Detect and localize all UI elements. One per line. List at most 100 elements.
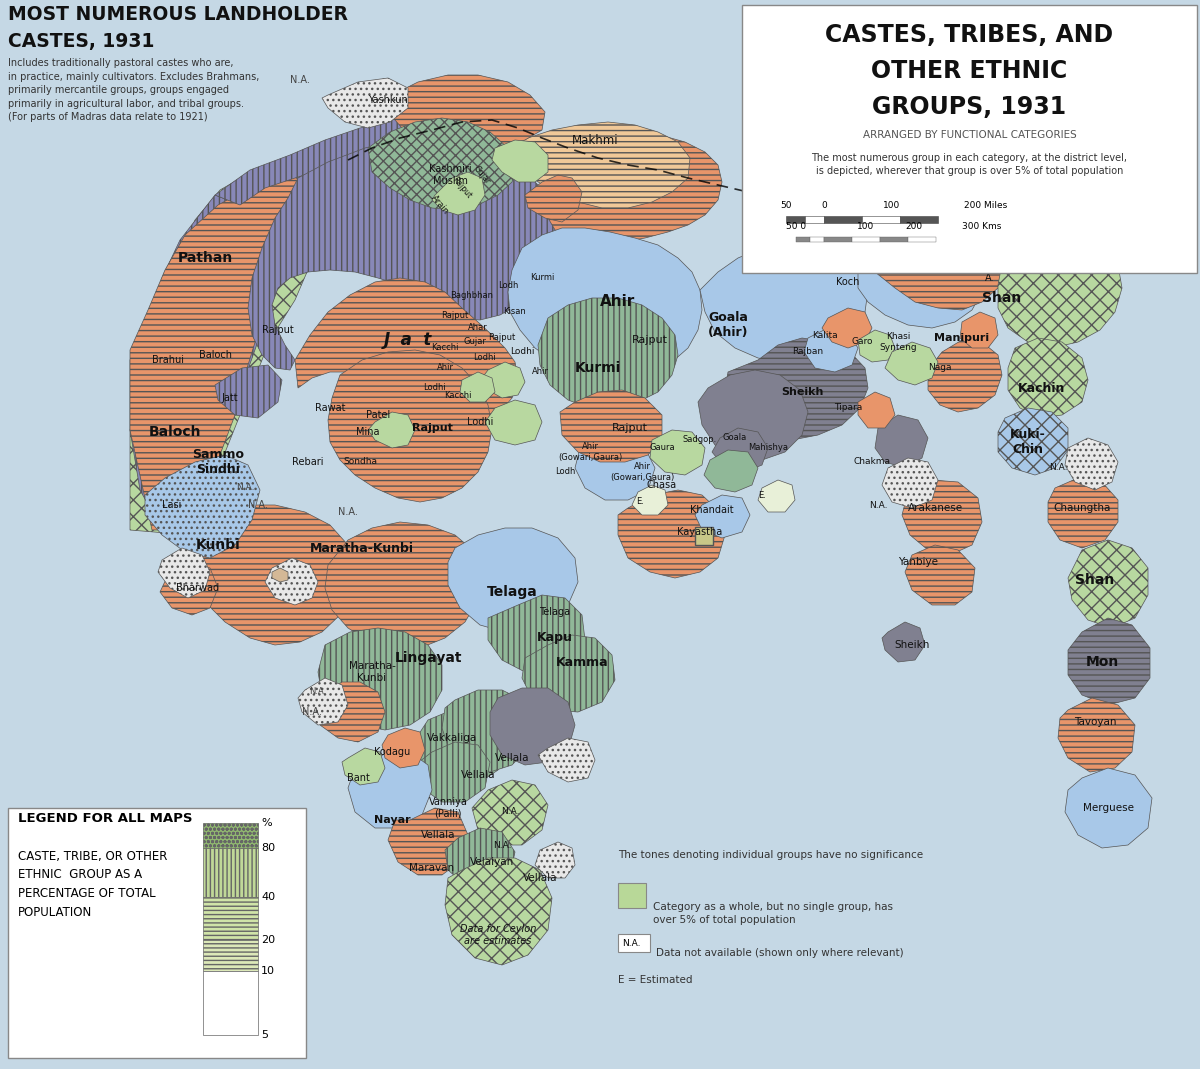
Text: 50 0: 50 0 [786,222,806,231]
Text: Rajput: Rajput [612,423,648,433]
Text: Kapu: Kapu [538,632,572,645]
Text: Tipara: Tipara [834,403,862,413]
Text: Lasi: Lasi [162,500,181,510]
Polygon shape [368,118,518,210]
Polygon shape [485,400,542,445]
Bar [862,216,900,223]
Bar [796,237,810,242]
Text: Ahir: Ahir [600,294,636,310]
Text: Kashmiri
Muslim: Kashmiri Muslim [428,165,472,186]
Polygon shape [265,558,318,605]
Text: Mahishya: Mahishya [748,444,788,452]
Polygon shape [998,408,1068,475]
Text: 100: 100 [883,201,901,210]
Text: Includes traditionally pastoral castes who are,
in practice, mainly cultivators.: Includes traditionally pastoral castes w… [8,58,259,122]
Polygon shape [248,131,562,370]
Polygon shape [858,392,895,428]
Text: CASTES, TRIBES, AND: CASTES, TRIBES, AND [826,24,1114,47]
Text: Kacchi: Kacchi [431,343,458,353]
Polygon shape [490,688,575,765]
Polygon shape [314,682,385,742]
Text: Rebari: Rebari [293,458,324,467]
Text: 5: 5 [262,1031,268,1040]
Polygon shape [758,480,796,512]
Text: E.: E. [758,491,766,499]
Polygon shape [508,122,690,208]
Bar [900,216,938,223]
Text: Kisan: Kisan [504,308,527,316]
Polygon shape [445,828,515,888]
Text: The tones denoting individual groups have no significance: The tones denoting individual groups hav… [618,850,923,859]
Text: ARRANGED BY FUNCTIONAL CATEGORIES: ARRANGED BY FUNCTIONAL CATEGORIES [863,130,1076,140]
Text: Vellala: Vellala [494,753,529,763]
Polygon shape [160,562,218,615]
Text: N.A.: N.A. [248,500,268,510]
Text: Chaungtha: Chaungtha [1054,503,1111,513]
Polygon shape [575,438,655,500]
Polygon shape [712,428,768,472]
Text: Yanbiye: Yanbiye [898,557,938,567]
Text: Baghbhan: Baghbhan [450,291,493,299]
Polygon shape [432,172,485,215]
Text: J  a  t: J a t [384,331,432,348]
Text: Brahui: Brahui [152,355,184,365]
Bar [8,808,306,1058]
Polygon shape [822,308,872,348]
Text: N.A.: N.A. [290,75,310,86]
Bar [203,972,258,1035]
Text: 10: 10 [262,966,275,976]
Polygon shape [445,858,552,965]
Polygon shape [538,298,678,408]
Text: Ahom: Ahom [874,247,910,257]
Polygon shape [868,220,1006,310]
Text: Manipuri: Manipuri [935,334,990,343]
Bar [203,897,258,940]
Bar [805,216,824,223]
Text: The most numerous group in each category, at the district level,
is depicted, wh: The most numerous group in each category… [811,153,1128,176]
Text: Goala
(Ahir): Goala (Ahir) [708,311,749,339]
Text: Lodh: Lodh [554,467,575,477]
Polygon shape [295,278,518,430]
Text: N.A.: N.A. [302,707,322,717]
Text: Patel: Patel [366,410,390,420]
Polygon shape [1058,698,1135,772]
Polygon shape [348,752,432,828]
Text: E.: E. [636,497,644,507]
Bar [618,883,646,908]
Text: Data not available (shown only where relevant): Data not available (shown only where rel… [656,948,904,958]
Bar [880,237,908,242]
Polygon shape [215,112,532,224]
Text: Arakanese: Arakanese [907,503,962,513]
Text: Lingayat: Lingayat [395,651,462,665]
Polygon shape [1048,478,1118,548]
Polygon shape [905,545,974,605]
Bar [824,216,862,223]
Text: Maravan: Maravan [409,863,455,873]
Text: Sondha: Sondha [343,458,377,466]
Text: N.A.: N.A. [622,940,641,948]
Text: Gaura: Gaura [649,444,674,452]
Polygon shape [902,480,982,555]
Text: Rajput: Rajput [442,310,469,320]
Text: Pathan: Pathan [178,251,233,265]
Bar [203,823,258,849]
Text: Ahir: Ahir [437,363,454,372]
Text: N.A.: N.A. [500,807,520,817]
Text: 300 Kms: 300 Kms [962,222,1001,231]
Bar [786,216,805,223]
Polygon shape [882,458,938,508]
Text: Kuki-
Chin: Kuki- Chin [1010,428,1046,456]
Text: Ahir
(Gowari,Gaura): Ahir (Gowari,Gaura) [610,462,674,482]
Text: Rajput: Rajput [632,335,668,345]
Polygon shape [508,228,702,379]
Bar [810,237,824,242]
Polygon shape [886,342,938,385]
Text: Arain: Arain [430,193,450,216]
Polygon shape [492,140,548,182]
Text: Sheikh: Sheikh [894,640,930,650]
Text: Kamma: Kamma [556,655,608,668]
Text: Ahir: Ahir [532,368,548,376]
Text: Chasa: Chasa [647,480,677,490]
Text: Rajput: Rajput [488,334,516,342]
Polygon shape [215,365,282,418]
